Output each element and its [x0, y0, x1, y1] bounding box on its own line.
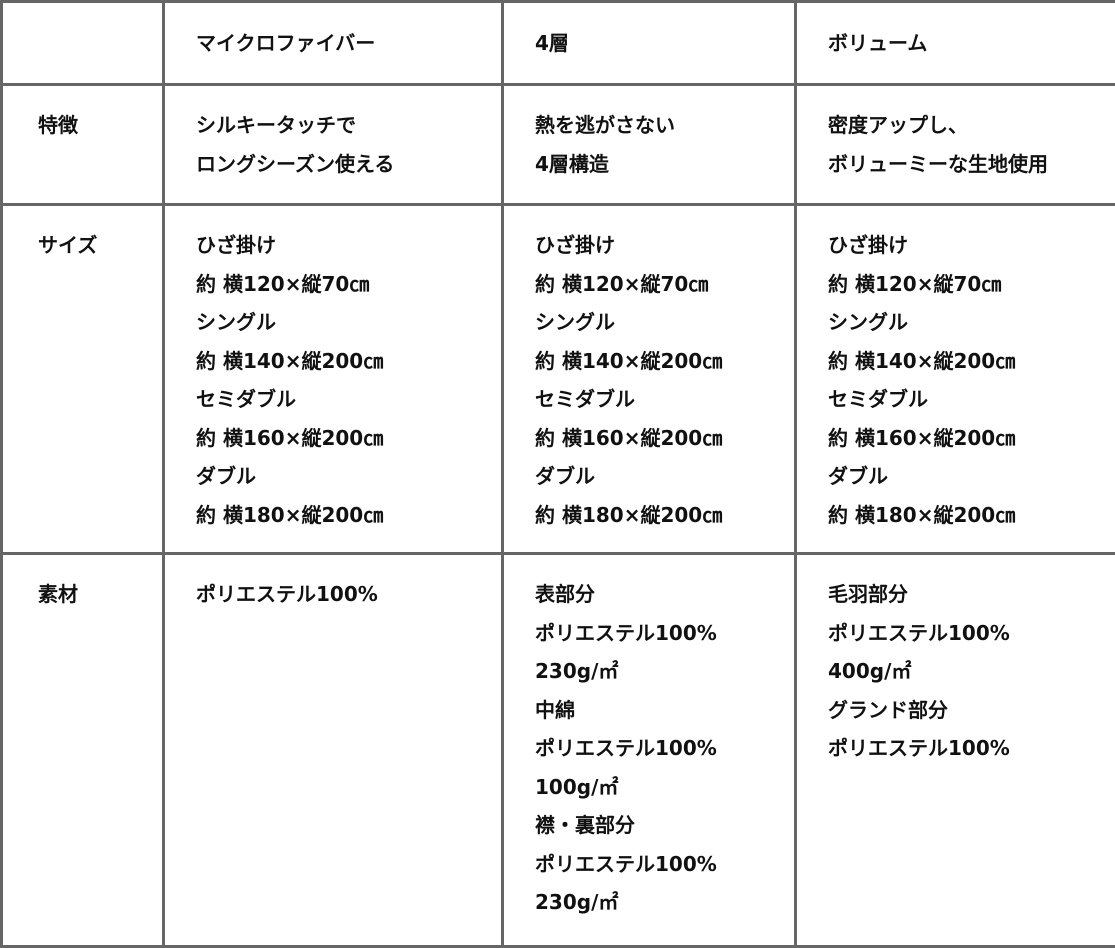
cell-text-line: ボリューミーな生地使用 [828, 145, 1107, 184]
cell-text-line: ポリエステル100% [828, 729, 1107, 768]
cell-text-line: 中綿 [535, 691, 786, 730]
cell-text-line: 230g/㎡ [535, 883, 786, 922]
cell-text-line: ひざ掛け [196, 226, 493, 265]
cell-text-line: 約 横120×縦70㎝ [535, 265, 786, 304]
header-volume: ボリューム [796, 2, 1115, 85]
cell-text-line: ダブル [828, 457, 1107, 496]
table-cell: シルキータッチでロングシーズン使える [164, 85, 503, 205]
cell-text-line: 約 横160×縦200㎝ [828, 419, 1107, 458]
cell-text-line: 約 横120×縦70㎝ [828, 265, 1107, 304]
row-label: 素材 [2, 554, 164, 947]
header-cell-empty [2, 2, 164, 85]
row-label: 特徴 [2, 85, 164, 205]
cell-text-line: 毛羽部分 [828, 575, 1107, 614]
cell-text-line: 230g/㎡ [535, 652, 786, 691]
cell-text-line: シングル [535, 303, 786, 342]
table-cell: 密度アップし、ボリューミーな生地使用 [796, 85, 1115, 205]
header-4layer: 4層 [503, 2, 796, 85]
header-microfiber: マイクロファイバー [164, 2, 503, 85]
cell-text-line: 400g/㎡ [828, 652, 1107, 691]
cell-text-line: ポリエステル100% [535, 614, 786, 653]
cell-text-line: 約 横180×縦200㎝ [535, 496, 786, 535]
cell-text-line: 密度アップし、 [828, 106, 1107, 145]
cell-text-line: セミダブル [535, 380, 786, 419]
cell-text-line: ロングシーズン使える [196, 145, 493, 184]
cell-text-line: 約 横140×縦200㎝ [535, 342, 786, 381]
cell-text-line: ポリエステル100% [828, 614, 1107, 653]
cell-text-line: 約 横120×縦70㎝ [196, 265, 493, 304]
cell-text-line: ポリエステル100% [535, 845, 786, 884]
cell-text-line: シングル [828, 303, 1107, 342]
cell-text-line: 表部分 [535, 575, 786, 614]
cell-text-line: ひざ掛け [828, 226, 1107, 265]
cell-text-line: ダブル [196, 457, 493, 496]
cell-text-line: 約 横160×縦200㎝ [196, 419, 493, 458]
cell-text-line: ダブル [535, 457, 786, 496]
cell-text-line: グランド部分 [828, 691, 1107, 730]
cell-text-line: セミダブル [828, 380, 1107, 419]
cell-text-line: 約 横140×縦200㎝ [828, 342, 1107, 381]
cell-text-line: 約 横180×縦200㎝ [196, 496, 493, 535]
cell-text-line: 襟・裏部分 [535, 806, 786, 845]
header-row: マイクロファイバー 4層 ボリューム [2, 2, 1115, 85]
cell-text-line: 100g/㎡ [535, 768, 786, 807]
cell-text-line: 約 横180×縦200㎝ [828, 496, 1107, 535]
cell-text-line: セミダブル [196, 380, 493, 419]
cell-text-line: ポリエステル100% [535, 729, 786, 768]
cell-text-line: シングル [196, 303, 493, 342]
row-label: サイズ [2, 205, 164, 554]
cell-text-line: ポリエステル100% [196, 575, 493, 614]
cell-text-line: 4層構造 [535, 145, 786, 184]
table-cell: ポリエステル100% [164, 554, 503, 947]
cell-text-line: ひざ掛け [535, 226, 786, 265]
cell-text-line: シルキータッチで [196, 106, 493, 145]
cell-text-line: 約 横160×縦200㎝ [535, 419, 786, 458]
cell-text-line: 約 横140×縦200㎝ [196, 342, 493, 381]
cell-text-line: 熱を逃がさない [535, 106, 786, 145]
